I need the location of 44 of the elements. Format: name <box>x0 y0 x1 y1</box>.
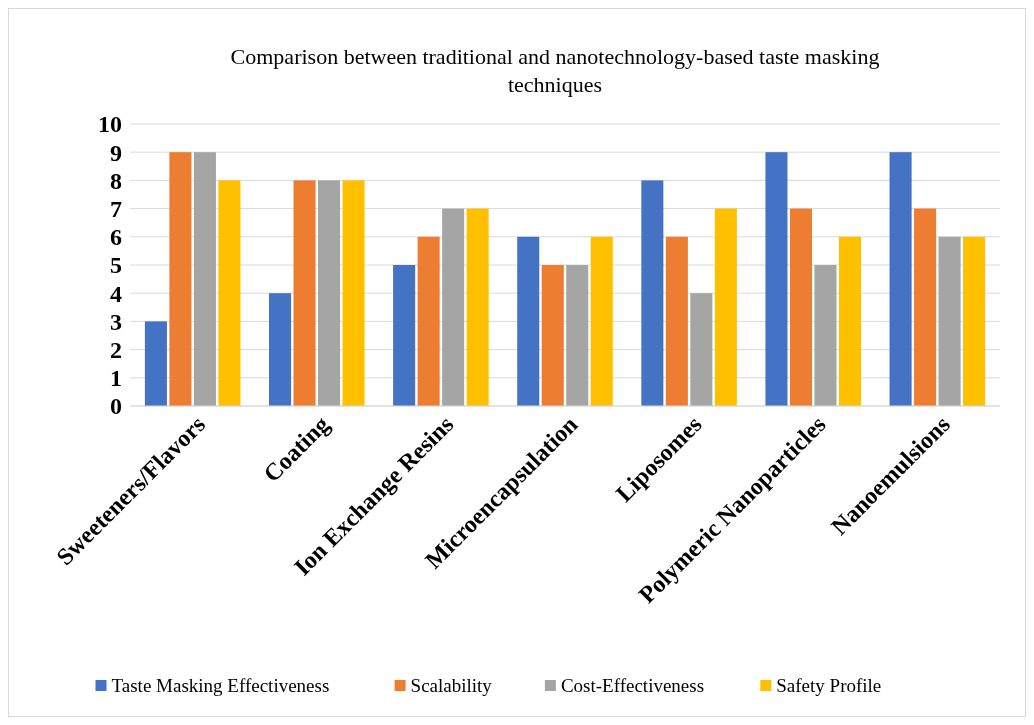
bar <box>641 180 664 406</box>
bar <box>838 236 861 406</box>
bar <box>963 236 986 406</box>
y-tick-label: 5 <box>110 252 122 279</box>
y-tick-label: 7 <box>110 196 122 222</box>
bar <box>466 208 489 406</box>
bar <box>889 152 912 406</box>
y-tick-label: 1 <box>110 365 122 392</box>
bar <box>938 236 961 406</box>
legend-label: Scalability <box>410 675 493 696</box>
bar <box>218 180 241 406</box>
bar <box>442 208 465 406</box>
bar <box>269 293 292 406</box>
y-tick-label: 10 <box>98 111 122 138</box>
legend-label: Taste Masking Effectiveness <box>111 675 330 696</box>
y-tick-label: 6 <box>110 224 122 251</box>
bar <box>914 208 937 406</box>
bar <box>417 236 440 406</box>
y-tick-label: 3 <box>110 308 122 335</box>
legend-label: Cost-Effectiveness <box>560 675 705 696</box>
y-tick-label: 2 <box>110 337 122 363</box>
bar <box>342 180 365 406</box>
y-tick-label: 4 <box>110 280 122 307</box>
bar <box>541 265 564 406</box>
bar <box>590 236 613 406</box>
bar <box>566 265 589 406</box>
y-tick-label: 0 <box>110 393 122 420</box>
y-tick-label: 8 <box>110 167 122 194</box>
bar <box>393 265 416 406</box>
bar <box>814 265 837 406</box>
chart-title: Comparison between traditional and nanotechnology-based taste masking techniques <box>230 44 880 97</box>
bar <box>789 208 812 406</box>
y-tick-label: 9 <box>110 139 122 166</box>
bar <box>169 152 192 406</box>
legend-label: Safety Profile <box>776 675 882 696</box>
bar <box>318 180 341 406</box>
bar <box>665 236 688 406</box>
bar <box>517 236 540 406</box>
bar <box>144 321 167 406</box>
bar <box>765 152 788 406</box>
bar <box>690 293 713 406</box>
bar <box>293 180 316 406</box>
bar <box>193 152 216 406</box>
bar <box>714 208 737 406</box>
